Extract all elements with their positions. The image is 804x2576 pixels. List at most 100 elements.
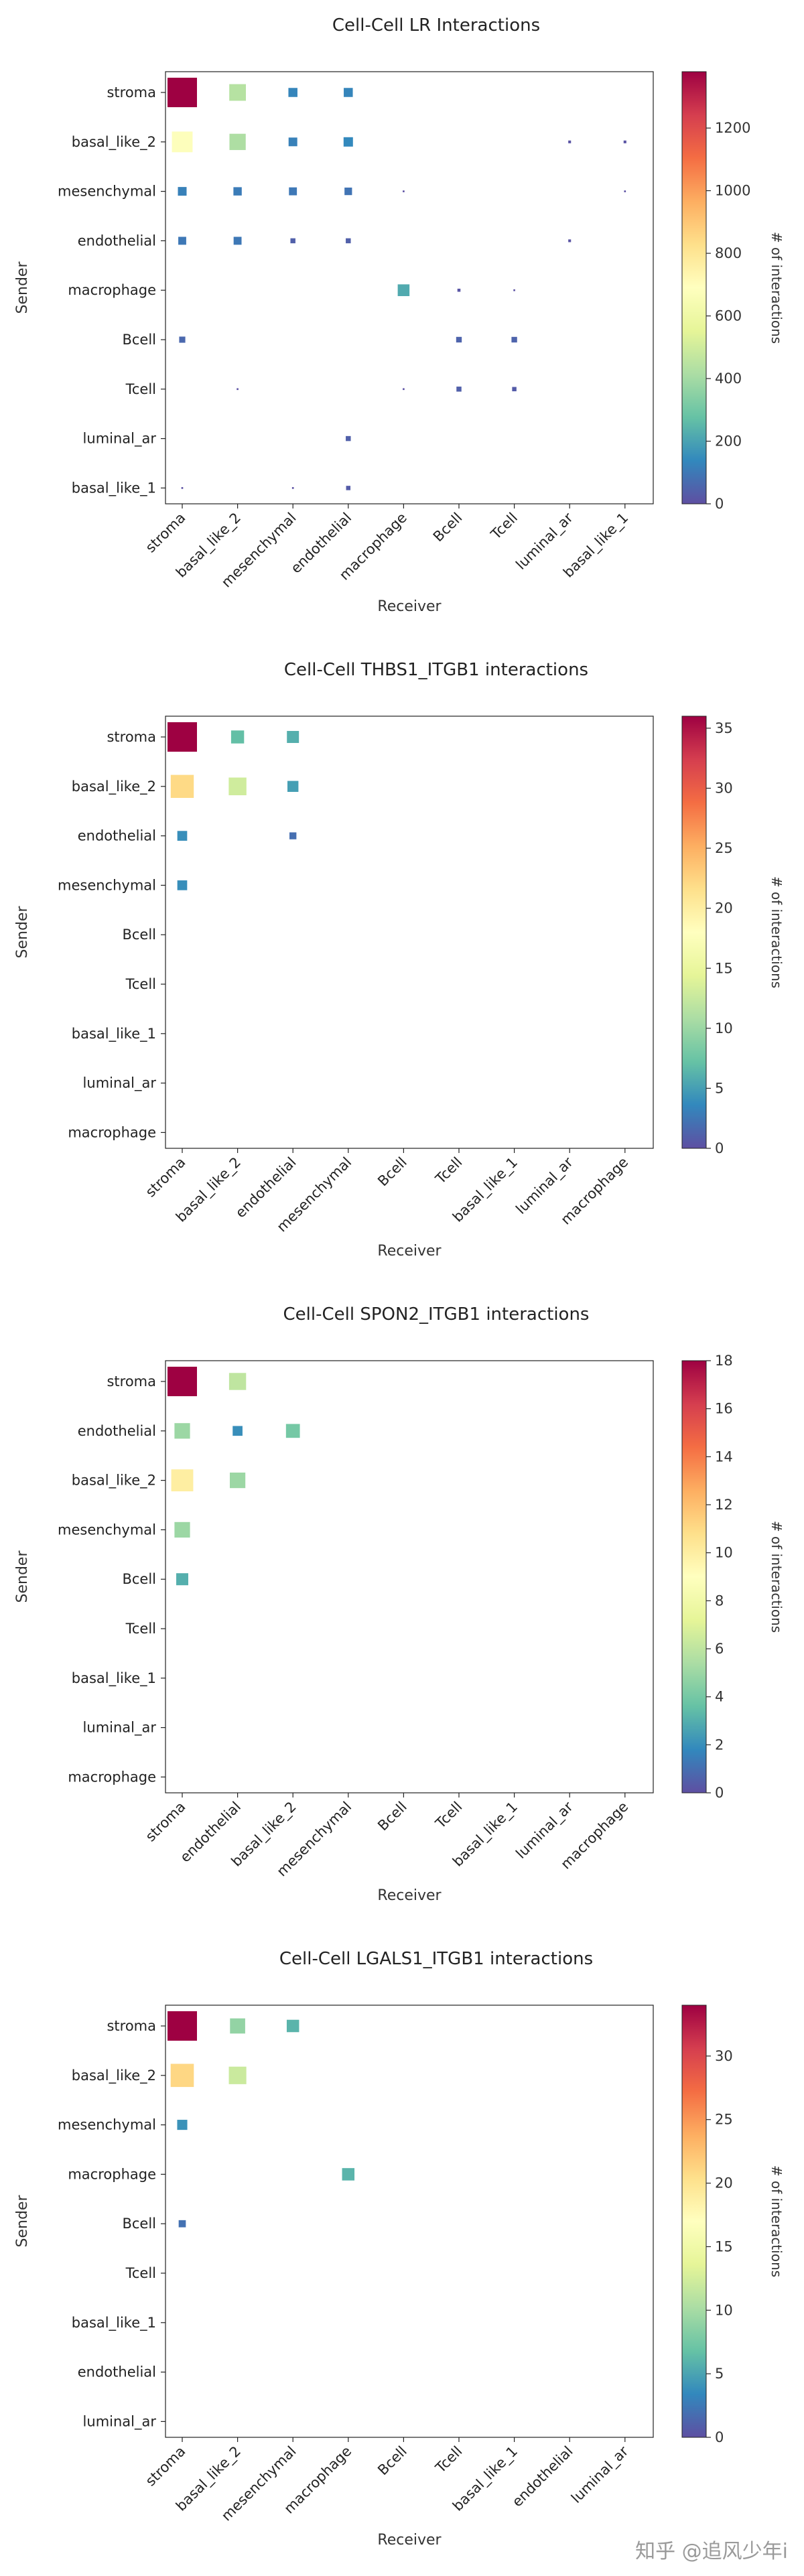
x-tick-label: stroma xyxy=(143,510,189,556)
colorbar-tick-label: 14 xyxy=(715,1448,733,1465)
y-tick-label: endothelial xyxy=(78,2364,156,2380)
heatmap-cell xyxy=(513,289,515,291)
colorbar-tick-label: 0 xyxy=(715,1140,724,1156)
y-tick-label: mesenchymal xyxy=(58,184,156,200)
heatmap-cell xyxy=(456,387,462,392)
y-tick-label: basal_like_1 xyxy=(72,2315,156,2331)
chart-title: Cell-Cell SPON2_ITGB1 interactions xyxy=(283,1304,590,1325)
y-tick-label: endothelial xyxy=(78,232,156,249)
colorbar xyxy=(681,1360,707,1793)
colorbar-tick-label: 20 xyxy=(715,900,733,917)
heatmap-cell xyxy=(457,288,461,292)
heatmap-cell xyxy=(344,187,352,196)
y-tick-label: basal_like_1 xyxy=(72,1670,156,1687)
x-axis-label: Receiver xyxy=(377,2532,442,2549)
colorbar-tick-label: 0 xyxy=(715,496,724,512)
heatmap-cell xyxy=(286,2019,299,2033)
y-tick-label: luminal_ar xyxy=(83,1075,157,1092)
y-axis-label: Sender xyxy=(14,2195,31,2248)
x-tick-label: stroma xyxy=(143,2443,189,2490)
heatmap-cell xyxy=(177,880,188,890)
heatmap-cell xyxy=(291,487,294,489)
y-axis-label: Sender xyxy=(14,1550,31,1603)
heatmap-cell xyxy=(170,774,194,798)
y-tick-label: macrophage xyxy=(68,282,156,298)
y-tick-label: basal_like_2 xyxy=(72,778,156,795)
heatmap-cell xyxy=(229,84,247,101)
colorbar-tick-label: 16 xyxy=(715,1401,733,1417)
x-tick-label: Bcell xyxy=(375,1154,410,1190)
colorbar-label: # of interactions xyxy=(768,2165,785,2277)
heatmap-cell xyxy=(171,1469,194,1491)
heatmap-cell xyxy=(178,187,187,196)
chart-panel-1: Cell-Cell LR Interactions stroma basal_lik… xyxy=(14,15,785,615)
colorbar-label: # of interactions xyxy=(768,876,785,988)
colorbar-tick-label: 5 xyxy=(715,2366,724,2382)
heatmap-cell xyxy=(344,88,353,97)
y-tick-label: basal_like_1 xyxy=(72,480,156,496)
y-tick-label: Tcell xyxy=(125,381,156,397)
y-tick-label: mesenchymal xyxy=(58,877,156,893)
colorbar-tick-label: 0 xyxy=(715,1785,724,1801)
y-tick-label: basal_like_2 xyxy=(72,2067,156,2084)
heatmap-cell xyxy=(174,1521,190,1538)
heatmap-cell xyxy=(228,2066,247,2084)
colorbar-tick-label: 35 xyxy=(715,720,733,736)
chart-panel-4: Cell-Cell LGALS1_ITGB1 interactions strom… xyxy=(14,1949,785,2549)
x-axis-label: Receiver xyxy=(377,1887,442,1904)
colorbar-tick-label: 15 xyxy=(715,960,733,976)
heatmap-cell xyxy=(342,2168,355,2181)
heatmap-cell xyxy=(228,1373,247,1390)
heatmap-cell xyxy=(232,1426,243,1436)
chart-title: Cell-Cell LR Interactions xyxy=(332,15,540,36)
plot-area xyxy=(165,2005,654,2438)
colorbar-tick-label: 30 xyxy=(715,2048,733,2064)
heatmap-cell xyxy=(346,486,351,490)
x-axis-label: Receiver xyxy=(377,1243,442,1260)
colorbar-tick-label: 8 xyxy=(715,1592,724,1609)
y-tick-label: Tcell xyxy=(125,976,156,992)
colorbar-tick-label: 25 xyxy=(715,840,733,856)
heatmap-cell xyxy=(288,137,297,147)
heatmap-cell xyxy=(178,236,186,245)
heatmap-cell xyxy=(237,388,239,391)
heatmap-cell xyxy=(230,730,245,744)
heatmap-cell xyxy=(230,1473,246,1489)
x-tick-label: Tcell xyxy=(432,1154,466,1188)
y-tick-label: Tcell xyxy=(125,1621,156,1637)
colorbar-label: # of interactions xyxy=(768,232,785,344)
y-tick-label: Bcell xyxy=(122,1571,156,1587)
heatmap-cell xyxy=(512,387,517,392)
y-tick-label: luminal_ar xyxy=(83,431,157,448)
y-tick-label: endothelial xyxy=(78,828,156,844)
y-tick-label: Bcell xyxy=(122,332,156,348)
x-tick-label: Bcell xyxy=(375,1799,410,1834)
heatmap-cell xyxy=(511,336,517,343)
colorbar-tick-label: 10 xyxy=(715,2302,733,2318)
colorbar-tick-label: 1000 xyxy=(715,183,750,199)
heatmap-cell xyxy=(289,187,297,196)
x-tick-label: Tcell xyxy=(432,2443,466,2477)
colorbar-tick-label: 800 xyxy=(715,245,742,261)
colorbar-tick-label: 600 xyxy=(715,308,742,324)
y-tick-label: stroma xyxy=(107,2018,156,2034)
heatmap-cell xyxy=(568,239,572,243)
y-tick-label: stroma xyxy=(107,84,156,100)
heatmap-cell xyxy=(168,1367,197,1396)
heatmap-cell xyxy=(287,781,299,792)
heatmap-cell xyxy=(230,2018,245,2034)
colorbar-tick-label: 30 xyxy=(715,781,733,797)
heatmap-cell xyxy=(288,88,297,97)
colorbar-tick-label: 25 xyxy=(715,2112,733,2128)
colorbar xyxy=(681,716,707,1149)
y-tick-label: Bcell xyxy=(122,927,156,943)
heatmap-cell xyxy=(290,238,295,244)
heatmap-cell xyxy=(285,1424,300,1438)
x-tick-label: Tcell xyxy=(487,510,521,543)
heatmap-cell xyxy=(403,190,405,192)
y-tick-label: Bcell xyxy=(122,2216,156,2232)
y-tick-label: luminal_ar xyxy=(83,2413,157,2430)
plot-area xyxy=(165,716,654,1149)
y-tick-label: Tcell xyxy=(125,2265,156,2281)
colorbar-tick-label: 10 xyxy=(715,1020,733,1036)
